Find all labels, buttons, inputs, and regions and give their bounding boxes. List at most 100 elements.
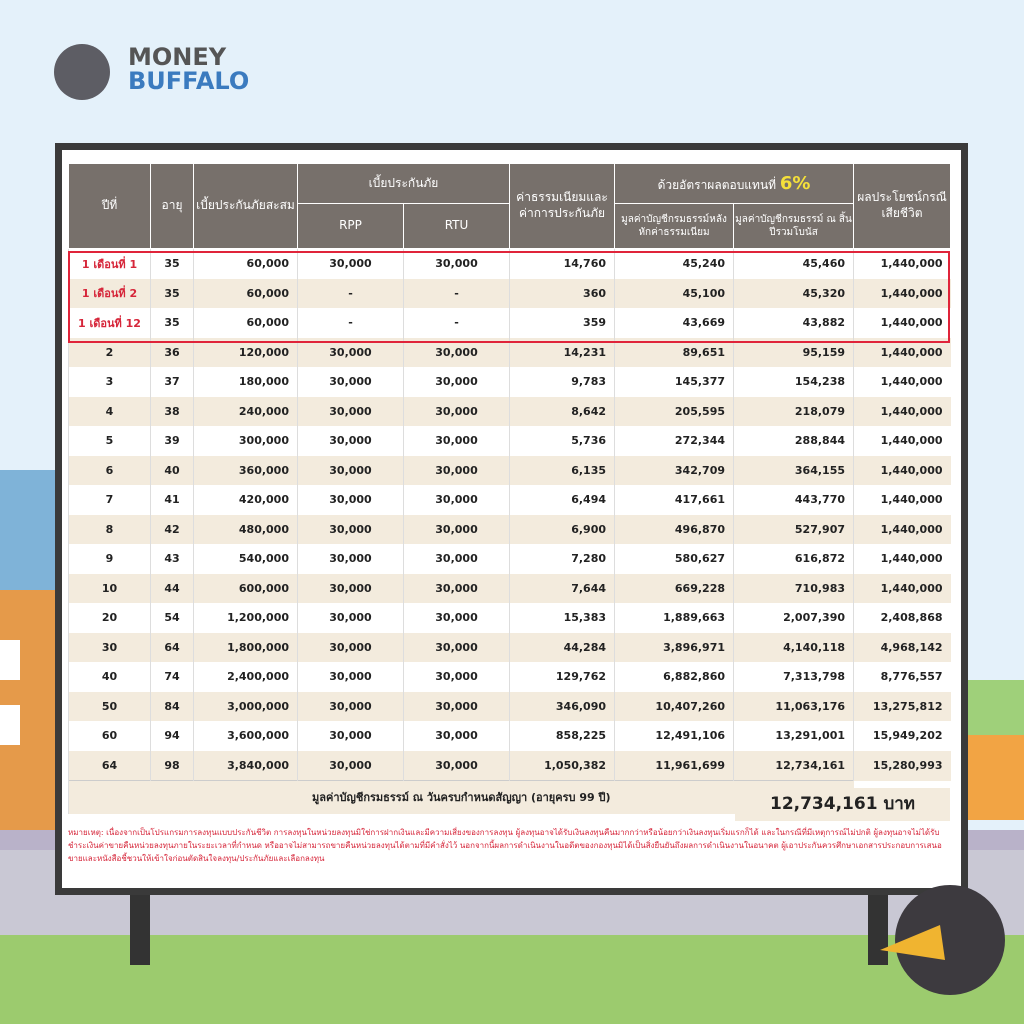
table-cell: 7,313,798 [733,662,854,692]
table-cell: 3,896,971 [614,632,734,662]
table-cell: 1,440,000 [853,248,951,279]
table-cell: 1,440,000 [853,426,951,456]
table-cell: 40 [150,455,194,485]
table-cell: 30,000 [297,573,404,603]
table-cell: 35 [150,278,194,308]
header-cell: ด้วยอัตราผลตอบแทนที่ 6% [614,163,855,204]
table-cell: 3,000,000 [193,691,298,721]
header-cell: RTU [402,203,511,249]
table-cell: 30,000 [402,691,510,721]
table-cell: 14,760 [509,248,615,279]
table-cell: 45,320 [733,278,854,308]
table-cell: 30,000 [297,426,404,456]
return-rate: 6% [779,172,811,194]
table-cell: 30,000 [402,514,510,544]
table-cell: 6,494 [509,485,615,515]
table-cell: 15,383 [509,603,615,633]
logo: MONEY BUFFALO [128,45,249,93]
table-cell: 30,000 [297,367,404,397]
table-row: 20 54 1,200,000 30,000 30,000 15,383 1,889,663… [68,603,951,633]
table-cell: 540,000 [193,544,298,574]
table-cell: 12,491,106 [614,721,734,751]
table-cell: 30,000 [402,485,510,515]
table-cell: 45,100 [614,278,734,308]
table-cell: 30,000 [402,367,510,397]
table-cell: 2,007,390 [733,603,854,633]
table-cell: 39 [150,426,194,456]
table-cell: 30,000 [297,544,404,574]
table-cell: 38 [150,396,194,426]
table-cell: 218,079 [733,396,854,426]
table-cell: 30,000 [402,750,510,781]
table-cell: 600,000 [193,573,298,603]
table: ปีที่ อายุ เบี้ยประกันภัยสะสม เบี้ยประกั… [67,163,952,814]
table-cell: 60,000 [193,278,298,308]
table-cell: 1 เดือนที่ 2 [68,278,151,308]
table-cell: 6 [68,455,151,485]
table-cell: 64 [150,632,194,662]
table-cell: 10,407,260 [614,691,734,721]
table-cell: 1,440,000 [853,455,951,485]
table-cell: 41 [150,485,194,515]
table-cell: - [402,278,510,308]
footer-label: มูลค่าบัญชีกรมธรรม์ ณ วันครบกำหนดสัญญา (… [67,780,854,814]
table-cell: 30,000 [297,455,404,485]
table-cell: 30,000 [297,721,404,751]
table-cell: 1,800,000 [193,632,298,662]
table-cell: 9 [68,544,151,574]
table-cell: 30,000 [297,750,404,781]
table-cell: 6,882,860 [614,662,734,692]
table-cell: 1,200,000 [193,603,298,633]
table-row: 1 เดือนที่ 1 35 60,000 30,000 30,000 14,760 45… [68,248,951,279]
table-cell: 1,440,000 [853,396,951,426]
table-cell: 6,900 [509,514,615,544]
table-row: 4 38 240,000 30,000 30,000 8,642 205,595 218,07… [68,396,951,426]
table-cell: 30,000 [297,603,404,633]
table-cell: 9,783 [509,367,615,397]
table-cell: 616,872 [733,544,854,574]
table-cell: 359 [509,308,615,338]
table-cell: 360 [509,278,615,308]
table-cell: 13,291,001 [733,721,854,751]
table-cell: 5,736 [509,426,615,456]
table-cell: 858,225 [509,721,615,751]
table-cell: 30,000 [402,632,510,662]
table-cell: 30,000 [402,248,510,279]
table-cell: 6,135 [509,455,615,485]
table-cell: 443,770 [733,485,854,515]
table-cell: 8,776,557 [853,662,951,692]
table-cell: 30,000 [402,426,510,456]
table-cell: 1,440,000 [853,514,951,544]
table-cell: 496,870 [614,514,734,544]
table-cell: 1,440,000 [853,544,951,574]
header-text: ด้วยอัตราผลตอบแทนที่ [657,177,777,192]
table-row: 30 64 1,800,000 30,000 30,000 44,284 3,896,971… [68,632,951,662]
header-cell: ผลประโยชน์กรณีเสียชีวิต [853,163,952,249]
table-cell: 30,000 [402,396,510,426]
table-cell: 272,344 [614,426,734,456]
table-cell: 30,000 [297,514,404,544]
table-cell: 360,000 [193,455,298,485]
table-cell: 43 [150,544,194,574]
table-cell: 1,440,000 [853,485,951,515]
table-cell: 8 [68,514,151,544]
table-cell: 346,090 [509,691,615,721]
table-cell: 45,240 [614,248,734,279]
highlight-box [68,251,950,343]
table-row: 10 44 600,000 30,000 30,000 7,644 669,228 710,9… [68,573,951,603]
table-row: 50 84 3,000,000 30,000 30,000 346,090 10,407,2… [68,691,951,721]
note: หมายเหตุ: เนื่องจากเป็นโปรแกรมการลงทุนแบ… [68,828,942,863]
table-cell: 364,155 [733,455,854,485]
table-cell: 4,140,118 [733,632,854,662]
table-cell: 40 [68,662,151,692]
table-cell: 7,644 [509,573,615,603]
table-cell: 64 [68,750,151,781]
logo-line1: MONEY [128,43,227,71]
table-cell: 15,949,202 [853,721,951,751]
table-row: 9 43 540,000 30,000 30,000 7,280 580,627 616,87… [68,544,951,574]
table-cell: 1,889,663 [614,603,734,633]
table-cell: 2,400,000 [193,662,298,692]
table-cell: 60,000 [193,248,298,279]
table-row: 8 42 480,000 30,000 30,000 6,900 496,870 527,90… [68,514,951,544]
table-cell: 43,669 [614,308,734,338]
